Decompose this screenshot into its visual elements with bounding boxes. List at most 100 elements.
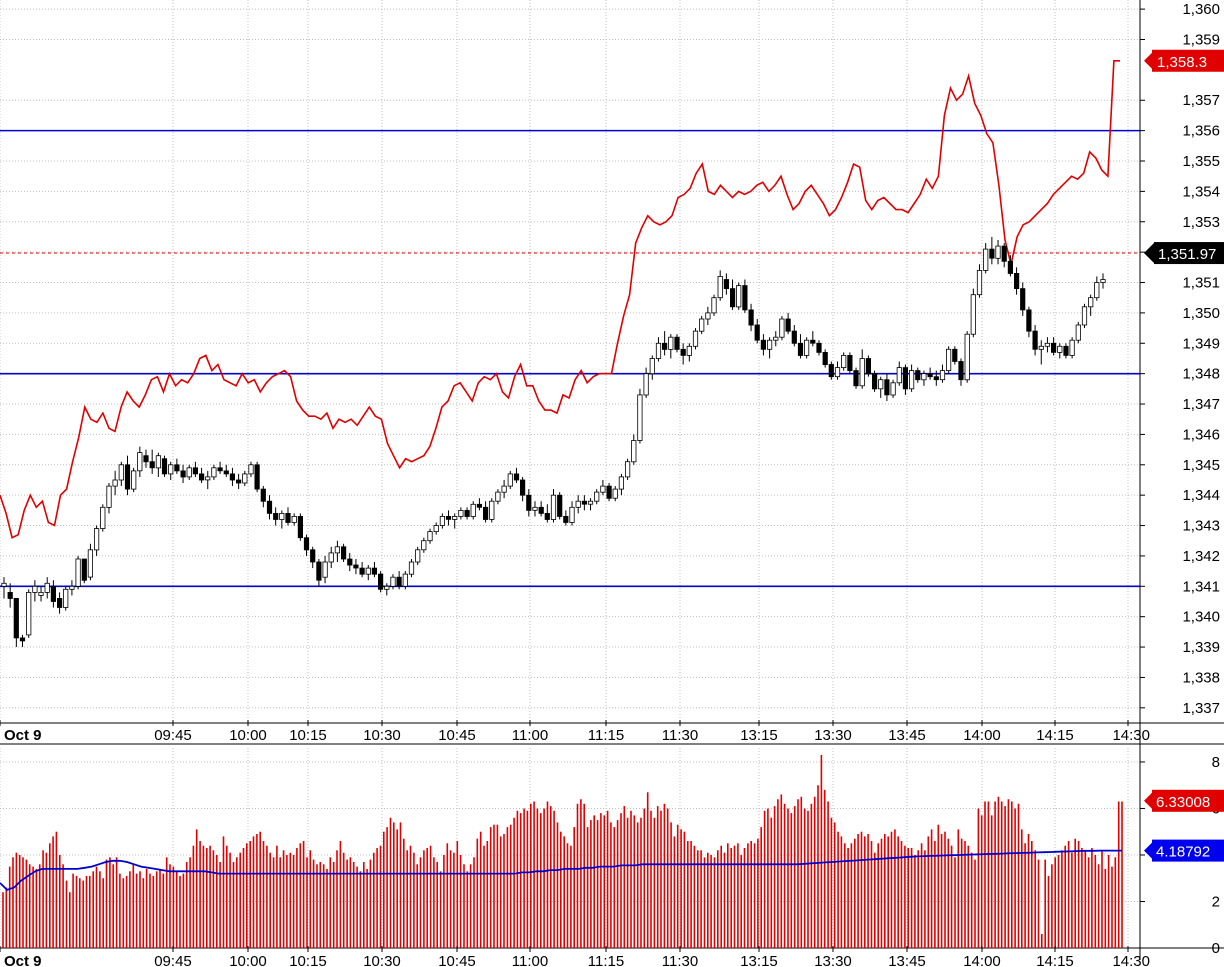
candle-down	[538, 506, 544, 514]
candle-down	[791, 330, 797, 344]
candle-up	[322, 561, 328, 578]
candle-up	[1094, 282, 1100, 299]
candle-up	[804, 339, 810, 356]
volume-last-value-box	[1152, 789, 1224, 812]
price-tick-label: 1,350	[1182, 305, 1220, 322]
candle-up	[587, 500, 594, 505]
candle-up	[705, 312, 711, 320]
candle-down	[235, 479, 242, 484]
price-tick-label: 1,345	[1182, 457, 1220, 474]
candle-up	[1, 582, 7, 587]
ma-last-value-label: 4.18792	[1156, 844, 1210, 861]
candle-up	[612, 488, 618, 499]
candle-up	[507, 473, 513, 487]
candle-up	[711, 297, 717, 314]
candle-up	[1100, 279, 1106, 283]
ma-last-value-box	[1152, 839, 1224, 862]
price-x-tick-label: 09:45	[154, 727, 192, 744]
candle-down	[884, 379, 890, 396]
candle-down	[347, 558, 353, 566]
candle-up	[452, 516, 458, 520]
price-x-tick-label: 10:30	[363, 727, 401, 744]
candle-up	[168, 464, 174, 475]
price-tick-label: 1,344	[1182, 487, 1220, 504]
candle-up	[44, 582, 50, 593]
volume-x-tick-label: 14:30	[1112, 953, 1150, 967]
candle-up	[433, 525, 439, 532]
candle-up	[649, 358, 655, 375]
candle-up	[1038, 345, 1044, 350]
candle-down	[303, 537, 310, 551]
candle-up	[137, 452, 143, 472]
candle-up	[983, 248, 989, 271]
candle-up	[408, 561, 415, 575]
candle-down	[1020, 288, 1026, 311]
candle-down	[606, 485, 612, 499]
price-tick-label: 1,337	[1182, 700, 1220, 717]
candle-down	[198, 473, 205, 481]
candle-down	[19, 637, 26, 642]
red-series-line	[0, 60, 1120, 539]
candle-up	[779, 318, 785, 338]
candle-down	[1051, 342, 1057, 353]
candle-up	[692, 330, 699, 347]
price-tick-label: 1,347	[1182, 396, 1220, 413]
candle-up	[390, 576, 396, 587]
volume-x-tick-label: 10:30	[363, 953, 401, 967]
candle-up	[131, 470, 137, 490]
red-last-value-label: 1,358.3	[1157, 54, 1207, 71]
candle-down	[192, 467, 198, 475]
volume-tick-label: 0	[1212, 940, 1220, 957]
ma-last-value-pointer	[1144, 842, 1152, 859]
price-x-tick-label: 10:45	[438, 727, 476, 744]
candle-up	[637, 394, 643, 441]
candle-up	[248, 464, 254, 475]
candle-up	[32, 585, 38, 593]
candle-up	[38, 592, 44, 596]
candle-down	[340, 546, 347, 560]
candle-up	[384, 585, 390, 590]
candle-down	[273, 513, 279, 520]
candle-up	[717, 275, 723, 299]
candle-down	[285, 513, 291, 523]
candle-up	[532, 506, 538, 511]
price-x-tick-label: 11:00	[512, 727, 548, 744]
price-x-tick-label: 10:15	[289, 727, 327, 744]
volume-x-tick-label: 14:00	[963, 953, 1001, 967]
candle-down	[316, 561, 322, 581]
volume-tick-label: 2	[1212, 893, 1220, 910]
candle-down	[853, 370, 859, 387]
candle-down	[371, 567, 378, 575]
candle-up	[773, 336, 779, 341]
candle-down	[297, 516, 304, 539]
candle-down	[1001, 245, 1007, 262]
candle-up	[655, 342, 662, 359]
candle-down	[223, 470, 229, 475]
candle-down	[952, 348, 958, 362]
price-tick-label: 1,354	[1182, 183, 1220, 200]
candle-down	[785, 318, 791, 332]
candle-down	[520, 479, 526, 496]
volume-x-tick-label: 10:00	[229, 953, 267, 967]
volume-x-tick-label: 11:15	[588, 953, 624, 967]
volume-last-value-pointer	[1144, 792, 1152, 809]
candle-down	[260, 488, 266, 502]
candle-up	[458, 509, 464, 517]
candle-up	[69, 585, 75, 590]
candle-up	[890, 382, 896, 396]
volume-moving-average-line	[0, 849, 1122, 891]
candle-down	[57, 598, 63, 608]
candle-up	[495, 491, 501, 502]
candle-down	[310, 549, 316, 563]
candle-down	[822, 351, 828, 365]
candle-down	[674, 336, 680, 350]
candle-up	[1044, 342, 1050, 347]
candle-up	[625, 461, 631, 478]
candle-up	[365, 567, 371, 575]
candle-up	[668, 336, 674, 350]
candle-up	[87, 549, 93, 578]
price-tick-label: 1,357	[1182, 92, 1220, 109]
candle-up	[211, 467, 217, 478]
price-tick-label: 1,342	[1182, 548, 1220, 565]
